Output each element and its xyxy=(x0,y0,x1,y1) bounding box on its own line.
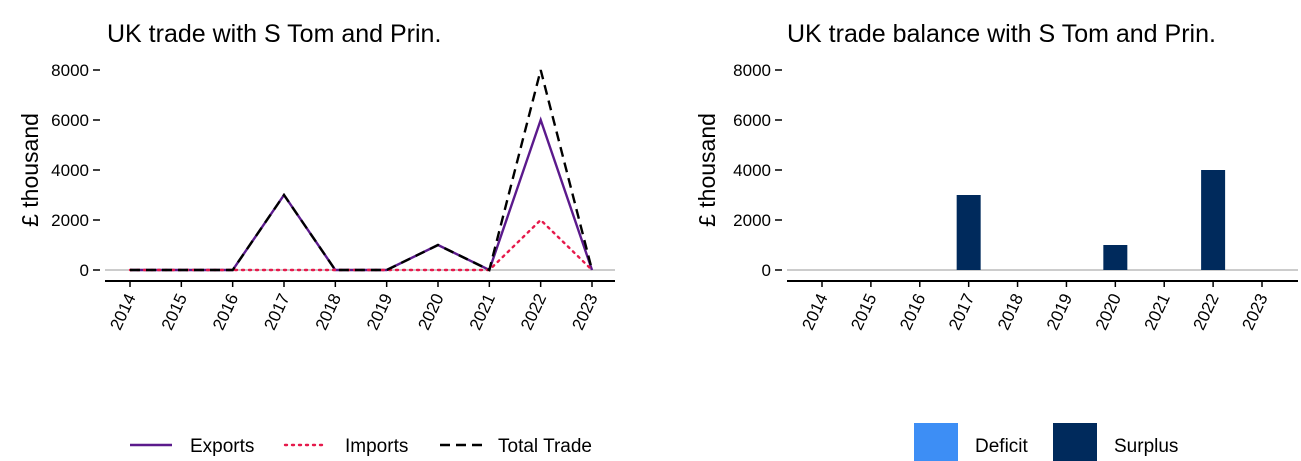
x-tick-label: 2019 xyxy=(363,291,396,333)
y-tick-label: 0 xyxy=(80,261,89,280)
x-tick-label: 2017 xyxy=(945,291,978,333)
y-tick-label: 8000 xyxy=(733,61,771,80)
y-tick-label: 6000 xyxy=(733,111,771,130)
x-tick-label: 2020 xyxy=(414,291,447,333)
x-tick-label: 2014 xyxy=(106,291,139,333)
x-tick-label: 2020 xyxy=(1092,291,1125,333)
x-tick-label: 2015 xyxy=(158,291,191,333)
x-tick-label: 2018 xyxy=(312,291,345,333)
x-tick-label: 2022 xyxy=(1190,291,1223,333)
legend-swatch xyxy=(914,423,958,461)
legend-label: Total Trade xyxy=(498,436,592,457)
y-tick-label: 4000 xyxy=(733,161,771,180)
chart-title: UK trade with S Tom and Prin. xyxy=(107,20,441,48)
y-axis-label: £ thousand xyxy=(694,113,720,227)
y-tick-label: 2000 xyxy=(51,211,89,230)
legend-label: Deficit xyxy=(975,436,1029,457)
legend-swatch xyxy=(1053,423,1097,461)
x-tick-label: 2021 xyxy=(466,291,499,333)
x-tick-label: 2022 xyxy=(517,291,550,333)
y-tick-label: 0 xyxy=(762,261,771,280)
y-tick-label: 6000 xyxy=(51,111,89,130)
x-tick-label: 2021 xyxy=(1141,291,1174,333)
legend-label: Surplus xyxy=(1114,436,1178,457)
series-line-imports xyxy=(128,218,594,272)
bar-surplus xyxy=(1201,170,1226,270)
bar-surplus xyxy=(956,195,981,270)
trade-balance-bar-chart: UK trade balance with S Tom and Prin. £ t… xyxy=(694,20,1298,461)
x-tick-label: 2023 xyxy=(568,291,601,333)
y-tick-label: 8000 xyxy=(51,61,89,80)
bar-surplus xyxy=(1103,245,1128,270)
x-tick-label: 2017 xyxy=(260,291,293,333)
legend-label: Imports xyxy=(345,436,408,457)
x-tick-label: 2019 xyxy=(1043,291,1076,333)
x-tick-label: 2016 xyxy=(209,291,242,333)
x-tick-label: 2016 xyxy=(896,291,929,333)
y-tick-label: 4000 xyxy=(51,161,89,180)
x-tick-label: 2015 xyxy=(847,291,880,333)
y-tick-label: 2000 xyxy=(733,211,771,230)
trade-line-chart: UK trade with S Tom and Prin. £ thousand 0… xyxy=(17,20,615,457)
legend-label: Exports xyxy=(190,436,254,457)
x-tick-label: 2023 xyxy=(1238,291,1271,333)
series-line-total-trade xyxy=(130,69,594,272)
chart-title: UK trade balance with S Tom and Prin. xyxy=(787,20,1216,48)
x-tick-label: 2018 xyxy=(994,291,1027,333)
x-tick-label: 2014 xyxy=(798,291,831,333)
y-axis-label: £ thousand xyxy=(17,113,43,227)
